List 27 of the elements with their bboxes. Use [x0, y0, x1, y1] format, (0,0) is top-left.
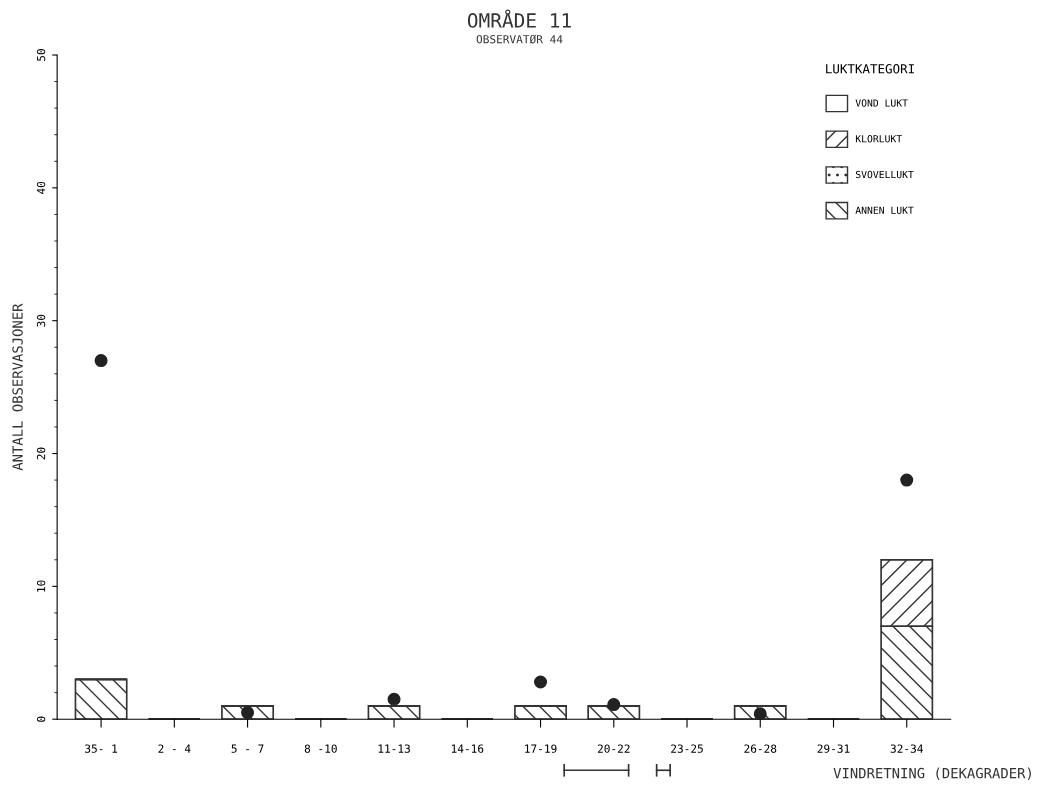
- legend-label: ANNEN LUKT: [855, 206, 914, 214]
- x-axis-title: VINDRETNING (DEKAGRADER): [833, 767, 1031, 780]
- chart-title: OMRÅDE 11: [467, 9, 571, 28]
- y-tick-label: 20: [36, 447, 46, 460]
- chart-subtitle: OBSERVATØR 44: [476, 34, 563, 44]
- x-tick-label: 2 - 4: [158, 744, 191, 753]
- legend-label: SVOVELLUKT: [855, 170, 914, 179]
- y-axis-title: ANTALL OBSERVASJONER: [12, 303, 23, 471]
- x-tick-label: 29-31: [817, 744, 850, 753]
- x-tick-label: 14-16: [451, 744, 484, 753]
- x-tick-label: 32-34: [890, 744, 923, 753]
- x-tick-label: 26-28: [744, 744, 777, 753]
- y-tick-label: 40: [36, 181, 46, 194]
- y-tick-label: 30: [36, 314, 46, 327]
- y-tick-label: 50: [36, 49, 46, 61]
- x-tick-label: 5 - 7: [231, 744, 264, 753]
- legend-label: KLORLUKT: [855, 135, 902, 143]
- legend-title: LUKTKATEGORI: [826, 64, 914, 74]
- y-tick-label: 10: [36, 580, 46, 592]
- x-tick-label: 11-13: [378, 744, 410, 753]
- y-tick-label: 0: [36, 716, 46, 722]
- x-tick-label: 23-25: [671, 744, 703, 753]
- x-tick-label: 20-22: [597, 744, 630, 753]
- x-tick-label: 17-19: [525, 744, 557, 753]
- legend-label: VOND LUKT: [855, 99, 908, 107]
- x-tick-label: 8 -10: [304, 744, 337, 753]
- x-tick-label: 35- 1: [85, 744, 118, 753]
